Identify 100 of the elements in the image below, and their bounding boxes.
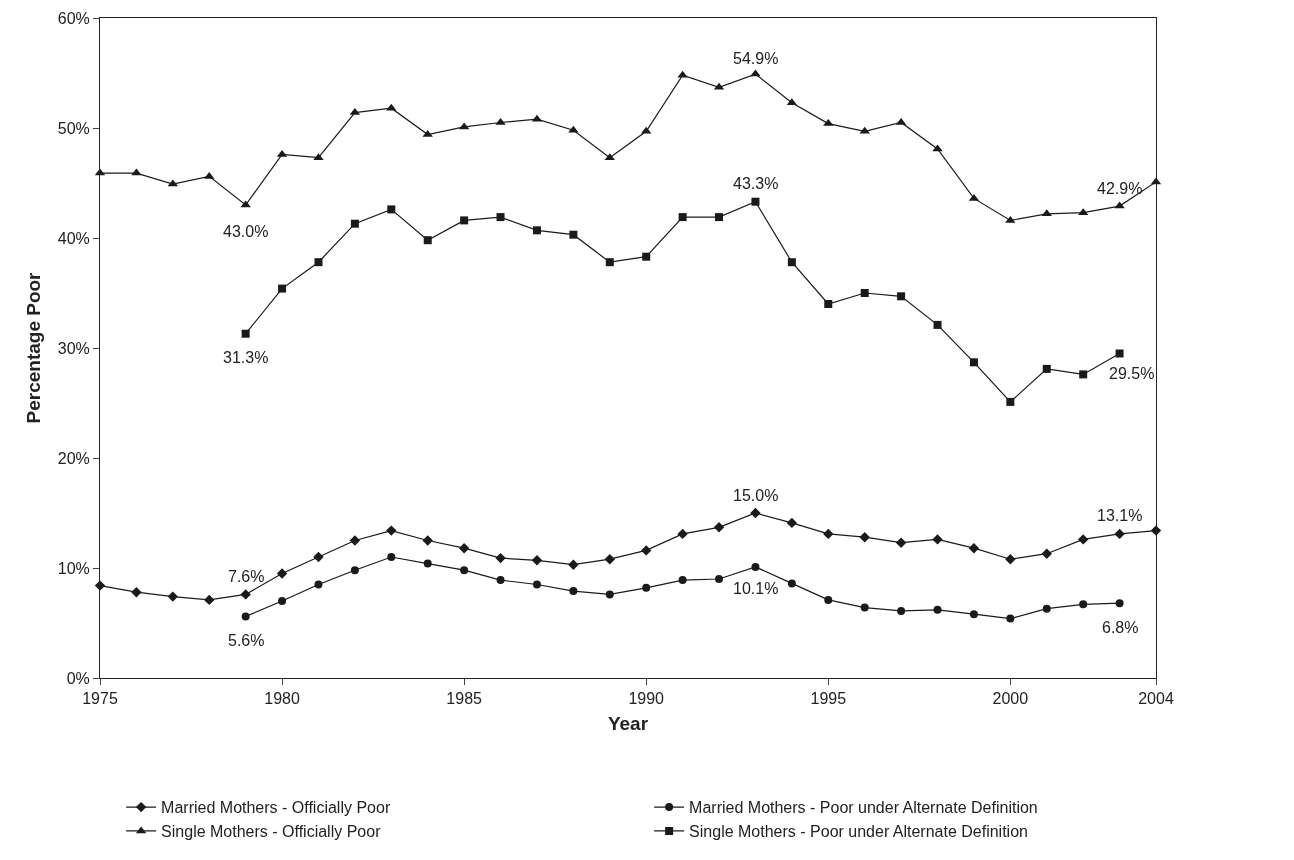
point [1042, 364, 1051, 373]
x-tick-label: 1990 [628, 690, 665, 708]
point [824, 595, 833, 604]
point [859, 532, 870, 543]
y-tick-label: 60% [57, 9, 90, 27]
point [897, 606, 906, 615]
point [932, 534, 943, 545]
x-tick-label: 2004 [1138, 690, 1174, 708]
point [278, 284, 287, 293]
point [167, 591, 179, 602]
point [568, 559, 579, 570]
point [387, 205, 396, 214]
point [422, 535, 433, 546]
point [423, 236, 432, 245]
point [751, 197, 760, 206]
y-tick-label: 0% [66, 669, 90, 687]
point [240, 200, 251, 208]
point [1005, 215, 1016, 223]
y-tick-label: 10% [57, 559, 90, 577]
point [387, 553, 396, 561]
point [496, 576, 505, 585]
point [895, 537, 907, 548]
point [897, 292, 906, 301]
point [604, 554, 615, 565]
point [460, 566, 469, 575]
point [605, 590, 614, 599]
point [1079, 600, 1088, 609]
annotation: 29.5% [1109, 365, 1155, 382]
point [677, 528, 688, 540]
point [824, 300, 833, 308]
legend-label: Single Mothers - Poor under Alternate Definition [689, 823, 1028, 841]
annotation: 54.9% [733, 50, 779, 67]
legend-label: Married Mothers - Officially Poor [161, 799, 391, 817]
point [386, 525, 397, 536]
x-tick-label: 1980 [264, 690, 300, 708]
y-tick-label: 20% [57, 449, 90, 467]
point [823, 528, 834, 540]
annotation: 7.6% [228, 568, 265, 585]
point [1079, 370, 1088, 379]
point [642, 583, 651, 592]
point [240, 589, 251, 600]
point [458, 543, 470, 554]
annotation: 31.3% [223, 349, 269, 366]
point [314, 258, 323, 267]
point [569, 587, 578, 596]
point [969, 358, 978, 367]
y-tick-label: 30% [57, 339, 90, 357]
point [713, 522, 725, 533]
point [786, 517, 798, 529]
point [349, 535, 361, 546]
point [241, 329, 250, 338]
x-tick-label: 1995 [810, 690, 847, 708]
point [859, 126, 870, 134]
point [968, 543, 980, 554]
x-tick-label: 1985 [446, 690, 483, 708]
point [1077, 534, 1089, 545]
annotation: 43.0% [223, 223, 269, 240]
point [532, 580, 541, 589]
annotation: 13.1% [1097, 507, 1143, 524]
annotation: 10.1% [733, 580, 779, 597]
point [969, 610, 978, 619]
point [569, 230, 578, 239]
point [1042, 604, 1051, 613]
point [460, 216, 469, 225]
annotation: 6.8% [1102, 619, 1139, 636]
x-axis-title: Year [607, 713, 649, 734]
point [350, 219, 359, 228]
point [1115, 349, 1124, 358]
point [678, 576, 687, 585]
point [1006, 397, 1015, 406]
x-tick-label: 2000 [992, 690, 1029, 708]
annotation: 5.6% [228, 632, 265, 649]
point [751, 562, 760, 571]
point [641, 126, 652, 134]
point [531, 555, 543, 566]
point [1041, 209, 1052, 217]
annotation: 42.9% [1097, 180, 1143, 197]
annotation: 15.0% [733, 487, 779, 504]
annotation: 43.3% [733, 175, 779, 192]
point [715, 575, 724, 583]
point [750, 507, 761, 519]
point [642, 252, 651, 261]
point [350, 566, 359, 575]
point [532, 226, 541, 235]
point [860, 603, 869, 612]
point [495, 552, 506, 564]
y-tick-label: 50% [57, 119, 90, 137]
point [1006, 614, 1015, 623]
point [715, 213, 724, 222]
point [241, 612, 250, 621]
x-tick-label: 1975 [82, 690, 118, 708]
point [1041, 548, 1052, 559]
point [313, 551, 324, 563]
point [641, 545, 652, 556]
legend-label: Married Mothers - Poor under Alternate Definition [689, 799, 1038, 817]
point [605, 258, 614, 267]
point [204, 594, 215, 606]
point [276, 568, 288, 579]
point [787, 579, 796, 588]
point [933, 320, 942, 329]
